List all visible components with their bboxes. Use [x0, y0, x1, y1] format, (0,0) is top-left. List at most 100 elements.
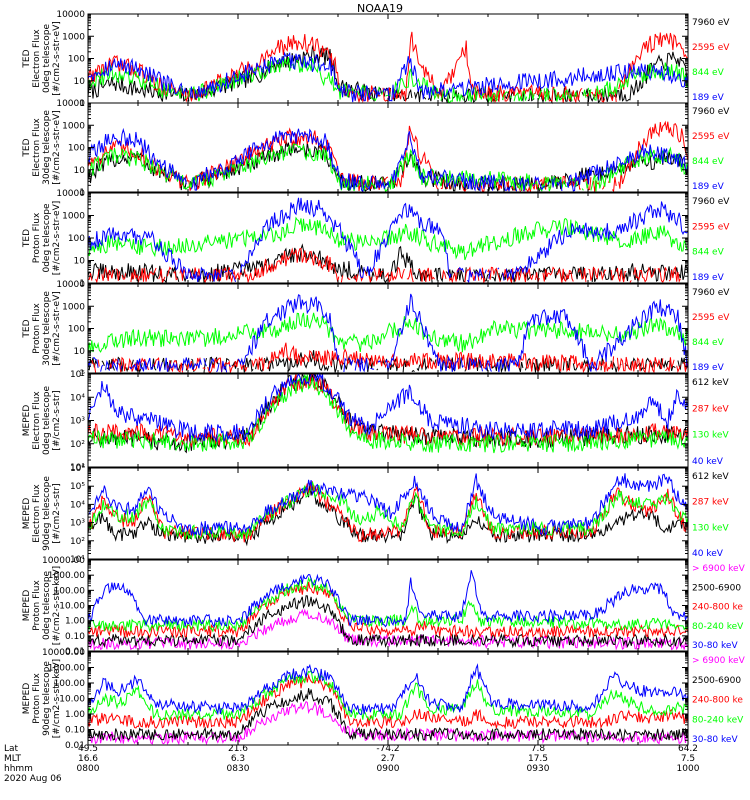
ytick-label: 100 [68, 234, 85, 244]
legend-entry: 40 keV [692, 457, 724, 467]
y-axis-label: TED Electron Flux 0deg telescope [#/cm2-s-s… [22, 21, 62, 96]
panel-p6: 10¹ 10² 10³ 10⁴ 10⁵ 10⁶ MEPED Electron Flux 90de… [22, 464, 729, 565]
ytick-label: 1 [79, 188, 85, 198]
footer-row-label: hhmm [4, 764, 33, 774]
y-axis-label-line: MEPED [22, 405, 32, 437]
ytick-label: 0.10 [65, 726, 85, 736]
legend-entry: 80-240 keV [692, 622, 744, 632]
legend-entry: 189 eV [692, 273, 725, 283]
legend-entry: 7960 eV [692, 107, 730, 117]
y-axis-label-line: TED [22, 138, 32, 157]
legend-entry: 2595 eV [692, 43, 730, 53]
footer-mlt-value: 17.5 [528, 754, 548, 764]
legend-entry: 30-80 keV [692, 735, 738, 745]
legend-entry: 844 eV [692, 248, 725, 258]
y-axis-label-line: Proton Flux [32, 673, 42, 724]
series-p7-2 [87, 581, 689, 639]
footer-lat-value: -74.2 [376, 744, 399, 754]
series-p7-4 [87, 570, 689, 628]
ytick-label: 10000.00 [42, 556, 85, 566]
chart-title: NOAA19 [357, 2, 403, 15]
panel-p3: 1 10 100 1000 10000 TED Proton Flux 0deg telesc… [22, 189, 730, 289]
footer-lat-value: 21.6 [228, 744, 248, 754]
ytick-label: 10² [70, 537, 85, 547]
ytick-label: 100.00 [54, 679, 86, 689]
y-axis-label-line: 90deg telescope [42, 661, 52, 736]
ytick-label: 100 [68, 55, 85, 65]
y-axis-label-line: TED [22, 319, 32, 338]
legend-entry: 2595 eV [692, 313, 730, 323]
y-axis-label: TED Proton Flux 0deg telescope [#/cm2-s-str… [22, 201, 62, 276]
legend-entry: 2595 eV [692, 222, 730, 232]
series-p7-0 [87, 608, 689, 652]
legend-entry: 612 keV [692, 378, 729, 388]
series-p4-2 [87, 312, 689, 354]
legend-entry: > 6900 keV [692, 564, 746, 574]
y-axis-label: TED Proton Flux 30deg telescope [#/cm2-s-st… [22, 291, 62, 366]
ytick-label: 10 [74, 347, 86, 357]
y-axis-label-line: TED [22, 229, 32, 248]
series-p8-4 [87, 663, 689, 716]
ytick-label: 10⁶ [70, 464, 85, 474]
y-axis-label-line: Electron Flux [32, 118, 42, 177]
series-p5-3 [87, 372, 689, 442]
y-axis-label-line: Proton Flux [32, 580, 42, 631]
ytick-label: 10 [74, 257, 86, 267]
series-p7-1 [87, 595, 689, 649]
footer-hhmm-value: 0830 [227, 764, 250, 774]
legend-entry: 844 eV [692, 338, 725, 348]
footer-mlt-value: 2.7 [381, 754, 395, 764]
y-axis-label-line: [#/cm2-s-str-keV] [52, 659, 62, 738]
footer-hhmm-value: 0900 [377, 764, 400, 774]
legend-entry: 30-80 keV [692, 641, 738, 651]
y-axis-label-line: 0deg telescope [42, 571, 52, 641]
ytick-label: 1000 [62, 32, 85, 42]
y-axis-label-line: Electron Flux [32, 484, 42, 543]
ytick-label: 10¹ [70, 463, 85, 473]
plot-frame [87, 467, 689, 560]
ytick-label: 1.00 [65, 617, 85, 627]
footer-lat-value: 49.5 [78, 744, 98, 754]
legend-entry: 844 eV [692, 157, 725, 167]
series-p8-1 [87, 688, 689, 743]
series-p1-3 [87, 51, 689, 103]
ytick-label: 10⁵ [70, 370, 85, 380]
legend-entry: 130 keV [692, 431, 729, 441]
footer-hhmm-value: 1000 [677, 764, 700, 774]
legend-entry: 287 keV [692, 404, 729, 414]
y-axis-label-line: [#/cm2-s-str-eV] [52, 291, 62, 366]
footer-mlt-value: 16.6 [78, 754, 98, 764]
series-p2-3 [87, 127, 689, 193]
ytick-label: 10⁴ [70, 500, 85, 510]
ytick-label: 10³ [70, 417, 85, 427]
series-p3-3 [87, 197, 689, 284]
ytick-label: 0.01 [65, 647, 85, 657]
footer-mlt-value: 7.5 [681, 754, 695, 764]
ytick-label: 10 [74, 166, 86, 176]
legend-entry: 2500-6900 [692, 676, 741, 686]
y-axis-label-line: Proton Flux [32, 303, 42, 354]
ytick-label: 10000 [56, 10, 85, 20]
legend-entry: 844 eV [692, 68, 725, 78]
legend-entry: 189 eV [692, 93, 725, 103]
ytick-label: 0.10 [65, 632, 85, 642]
footer-row-label: 2020 Aug 06 [4, 774, 62, 784]
y-axis-label-line: 30deg telescope [42, 110, 52, 185]
legend-entry: 240-800 ke [692, 603, 743, 613]
y-axis-label-line: 0deg telescope [42, 24, 52, 94]
y-axis-label-line: 90deg telescope [42, 476, 52, 551]
legend-entry: 7960 eV [692, 18, 730, 28]
panel-p7: 0.010.101.0010.00100.001000.0010000.00ME… [22, 556, 746, 657]
legend-entry: 240-800 ke [692, 696, 743, 706]
legend-entry: 2595 eV [692, 132, 730, 142]
footer-lat-value: 7.8 [531, 744, 546, 754]
ytick-label: 100 [68, 325, 85, 335]
ytick-label: 10000 [56, 189, 85, 199]
y-axis-label-line: 30deg telescope [42, 291, 52, 366]
ytick-label: 10000 [56, 99, 85, 109]
y-axis-label-line: TED [22, 49, 32, 68]
y-axis-label-line: 0deg telescope [42, 203, 52, 273]
